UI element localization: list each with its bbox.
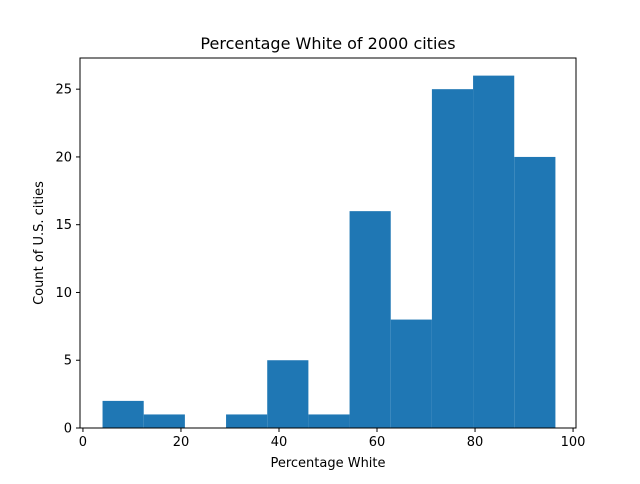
y-axis-label: Count of U.S. cities bbox=[32, 181, 47, 305]
bars-group bbox=[102, 75, 556, 429]
x-tick-label: 100 bbox=[561, 435, 586, 450]
x-axis-label: Percentage White bbox=[270, 456, 385, 471]
histogram-bar bbox=[431, 89, 474, 429]
x-tick-label: 80 bbox=[467, 435, 484, 450]
y-tick-label: 5 bbox=[64, 354, 72, 369]
histogram-bar bbox=[473, 75, 515, 428]
x-tick-label: 20 bbox=[173, 435, 190, 450]
y-tick-label: 25 bbox=[55, 83, 72, 98]
histogram-bar bbox=[390, 319, 432, 428]
x-tick-label: 0 bbox=[79, 435, 87, 450]
plot-frame bbox=[79, 57, 577, 429]
histogram-bar bbox=[514, 156, 556, 428]
histogram-bar bbox=[143, 414, 185, 428]
histogram-bar bbox=[267, 360, 309, 428]
histogram-bar bbox=[308, 414, 350, 428]
x-tick-label: 60 bbox=[369, 435, 386, 450]
x-axis-ticks: 0 20 40 60 80 100 bbox=[79, 428, 586, 450]
y-tick-label: 15 bbox=[55, 218, 72, 233]
y-tick-label: 0 bbox=[64, 422, 72, 437]
histogram-bar bbox=[102, 400, 144, 428]
y-tick-label: 10 bbox=[55, 286, 72, 301]
x-tick-label: 40 bbox=[271, 435, 288, 450]
y-axis-ticks: 0 5 10 15 20 25 bbox=[55, 83, 80, 437]
histogram-bar bbox=[349, 211, 391, 428]
y-tick-label: 20 bbox=[55, 150, 72, 165]
histogram-bar bbox=[226, 414, 268, 428]
chart-title: Percentage White of 2000 cities bbox=[200, 34, 455, 53]
